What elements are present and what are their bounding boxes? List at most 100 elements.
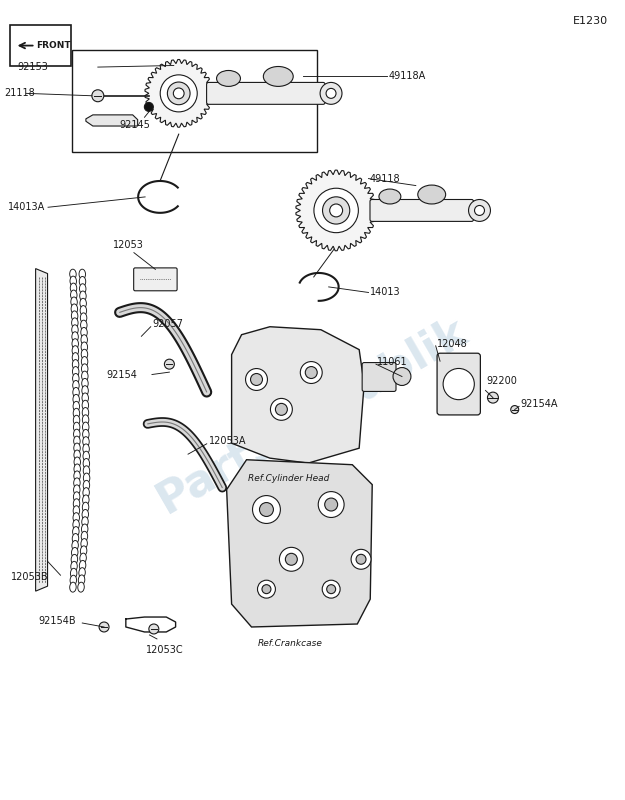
Circle shape	[356, 554, 366, 564]
Circle shape	[173, 88, 184, 98]
Ellipse shape	[71, 547, 78, 558]
Ellipse shape	[263, 66, 293, 86]
Text: 92145: 92145	[119, 120, 151, 130]
Ellipse shape	[73, 394, 79, 404]
Ellipse shape	[81, 538, 88, 549]
Ellipse shape	[71, 290, 77, 300]
Text: 21118: 21118	[4, 88, 35, 98]
FancyBboxPatch shape	[362, 362, 396, 391]
Circle shape	[168, 82, 190, 105]
Ellipse shape	[74, 443, 80, 453]
Polygon shape	[36, 269, 48, 591]
FancyBboxPatch shape	[370, 199, 474, 222]
Ellipse shape	[73, 506, 79, 516]
Ellipse shape	[74, 471, 80, 481]
Circle shape	[144, 102, 153, 111]
FancyBboxPatch shape	[134, 268, 177, 290]
Ellipse shape	[81, 350, 88, 359]
Text: 12053A: 12053A	[209, 437, 246, 446]
Text: 92154: 92154	[106, 370, 137, 379]
Ellipse shape	[74, 457, 81, 467]
Ellipse shape	[80, 298, 86, 308]
Circle shape	[259, 502, 273, 517]
Circle shape	[443, 369, 474, 400]
Circle shape	[276, 403, 288, 415]
Text: 12053B: 12053B	[11, 572, 48, 582]
Ellipse shape	[82, 371, 88, 381]
Ellipse shape	[82, 400, 89, 410]
Circle shape	[318, 491, 344, 518]
Ellipse shape	[82, 393, 89, 403]
Circle shape	[474, 206, 484, 215]
Ellipse shape	[72, 353, 79, 362]
Text: Ref.Cylinder Head: Ref.Cylinder Head	[248, 474, 330, 483]
FancyBboxPatch shape	[437, 354, 481, 415]
Text: 49118: 49118	[370, 174, 401, 183]
Ellipse shape	[80, 291, 86, 301]
Ellipse shape	[82, 422, 89, 432]
Ellipse shape	[78, 575, 85, 585]
FancyBboxPatch shape	[72, 50, 317, 152]
Ellipse shape	[70, 276, 76, 286]
Ellipse shape	[81, 524, 88, 534]
Text: 92057: 92057	[152, 319, 184, 330]
Ellipse shape	[81, 334, 88, 345]
Ellipse shape	[70, 269, 76, 279]
Circle shape	[351, 550, 371, 570]
Circle shape	[326, 88, 336, 98]
Ellipse shape	[79, 269, 86, 279]
Ellipse shape	[73, 520, 79, 530]
Ellipse shape	[73, 422, 80, 432]
Circle shape	[393, 367, 411, 386]
Ellipse shape	[72, 374, 79, 383]
Polygon shape	[296, 170, 376, 250]
Ellipse shape	[81, 342, 88, 352]
Ellipse shape	[72, 332, 78, 342]
Polygon shape	[232, 326, 364, 463]
Circle shape	[271, 398, 292, 420]
Polygon shape	[145, 59, 212, 127]
Ellipse shape	[216, 70, 241, 86]
Ellipse shape	[72, 534, 79, 543]
Ellipse shape	[72, 338, 79, 349]
Circle shape	[488, 392, 498, 403]
Ellipse shape	[82, 502, 89, 512]
Ellipse shape	[83, 466, 90, 476]
Text: Ref.Crankcase: Ref.Crankcase	[258, 639, 323, 648]
Text: PartsRepublik: PartsRepublik	[149, 310, 476, 522]
Text: 12053: 12053	[113, 240, 144, 250]
Ellipse shape	[82, 430, 89, 439]
Ellipse shape	[78, 582, 84, 592]
Ellipse shape	[81, 364, 88, 374]
Ellipse shape	[82, 378, 88, 388]
Text: 49118A: 49118A	[388, 71, 426, 81]
Circle shape	[330, 204, 342, 217]
Text: 92153: 92153	[17, 62, 48, 72]
Ellipse shape	[83, 444, 89, 454]
Ellipse shape	[73, 387, 79, 398]
Ellipse shape	[72, 360, 79, 370]
Text: 12053C: 12053C	[146, 646, 183, 655]
Ellipse shape	[72, 541, 78, 550]
Ellipse shape	[83, 451, 89, 461]
FancyBboxPatch shape	[207, 82, 325, 104]
Ellipse shape	[70, 283, 77, 293]
Text: 11061: 11061	[378, 357, 408, 366]
Circle shape	[314, 188, 358, 233]
Ellipse shape	[73, 408, 79, 418]
Ellipse shape	[71, 297, 78, 307]
Ellipse shape	[81, 327, 88, 338]
Circle shape	[258, 580, 276, 598]
Ellipse shape	[72, 346, 79, 356]
Ellipse shape	[82, 407, 89, 418]
Ellipse shape	[71, 311, 78, 321]
Ellipse shape	[74, 429, 80, 439]
Circle shape	[300, 362, 322, 383]
Text: 14013A: 14013A	[8, 202, 45, 212]
Ellipse shape	[72, 325, 78, 334]
Circle shape	[92, 90, 104, 102]
Ellipse shape	[70, 575, 76, 585]
Ellipse shape	[83, 488, 89, 498]
Circle shape	[164, 359, 174, 369]
Ellipse shape	[79, 277, 86, 286]
